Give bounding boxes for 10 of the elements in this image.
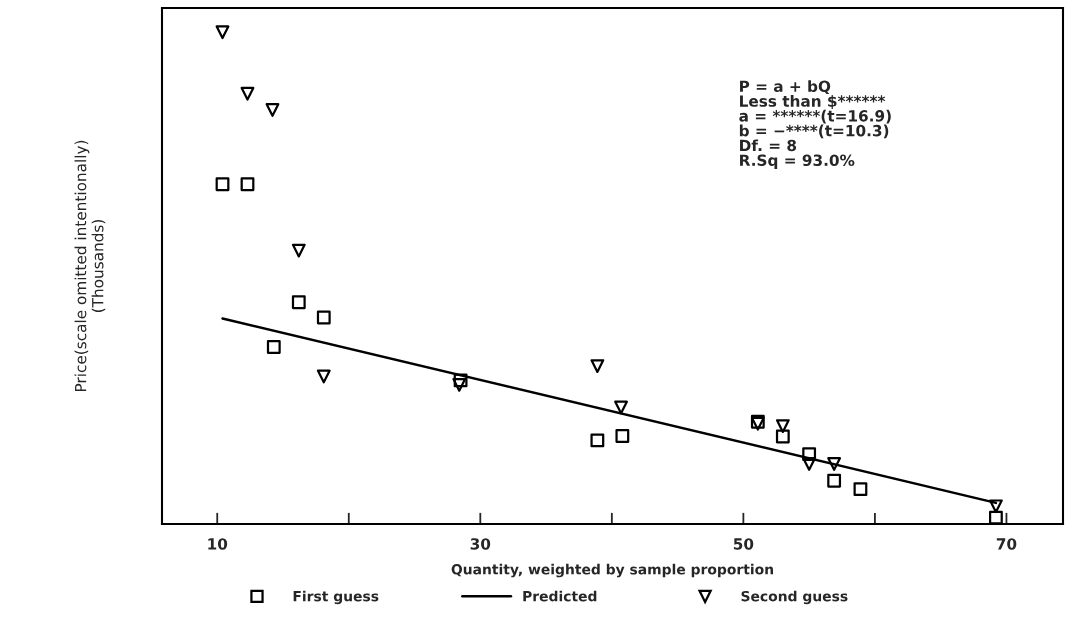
annotation: P = a + bQ Less than $****** a = ******(t=16.9) b = −****(t=10.3) Df. = 8 R.Sq = 93.0% [739,80,891,169]
x-tick-label: 70 [996,538,1017,550]
x-axis-title: Quantity, weighted by sample proportion [451,563,773,578]
legend-label: First guess [293,590,379,605]
legend-label: Predicted [523,590,597,602]
x-tick-label: 10 [208,538,228,550]
x-tick-label: 30 [470,538,491,550]
legend-label: Second guess [741,590,848,605]
y-axis-title: Price(scale omitted intentionally) (Thousands) [74,140,106,391]
x-tick-label: 50 [733,538,754,550]
